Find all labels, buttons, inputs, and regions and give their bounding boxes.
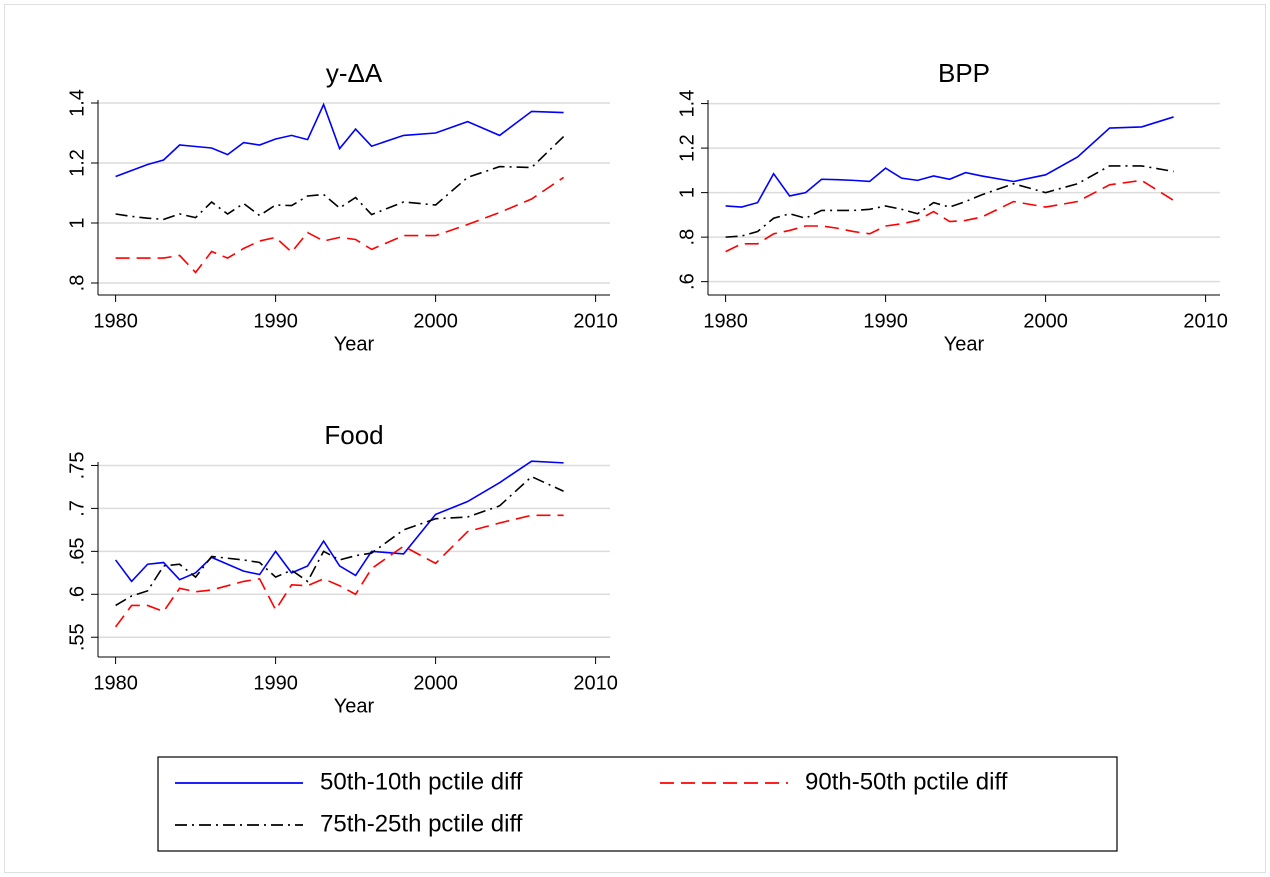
legend-label: 50th-10th pctile diff [320, 768, 523, 795]
x-tick-label: 2010 [1183, 310, 1228, 332]
x-axis-title: Year [944, 333, 985, 355]
y-tick-label: 1 [676, 187, 698, 198]
y-tick-label: 1.2 [66, 149, 88, 177]
y-tick-label: .8 [66, 275, 88, 292]
x-tick-label: 1980 [703, 310, 748, 332]
x-axis-title: Year [334, 333, 375, 355]
legend-label: 90th-50th pctile diff [805, 768, 1008, 795]
y-tick-label: .75 [66, 452, 88, 480]
x-tick-label: 1980 [93, 672, 138, 694]
series-line [725, 179, 1175, 253]
y-tick-label: .65 [66, 537, 88, 565]
y-tick-label: 1.4 [66, 89, 88, 117]
x-tick-label: 1990 [863, 310, 908, 332]
x-tick-label: 1990 [253, 310, 298, 332]
x-tick-label: 1990 [253, 672, 298, 694]
y-tick-label: 1.2 [676, 134, 698, 162]
series-line [725, 116, 1174, 208]
x-tick-label: 1980 [93, 310, 138, 332]
series-line [114, 460, 564, 583]
x-tick-label: 2000 [413, 672, 458, 694]
legend-label: 75th-25th pctile diff [320, 810, 523, 837]
series-line [115, 136, 565, 221]
legend-box [157, 756, 1118, 852]
chart-title: y-ΔA [326, 58, 383, 88]
x-tick-label: 2000 [413, 310, 458, 332]
frame [4, 4, 1266, 873]
y-tick-label: .7 [66, 500, 88, 517]
y-tick-label: 1.4 [676, 90, 698, 118]
chart-title: BPP [938, 58, 990, 88]
y-tick-label: 1 [66, 217, 88, 228]
y-tick-label: .55 [66, 623, 88, 651]
series-line [115, 176, 565, 274]
y-tick-label: .6 [66, 586, 88, 603]
y-tick-label: .6 [676, 273, 698, 290]
x-tick-label: 2000 [1023, 310, 1068, 332]
chart-title: Food [324, 420, 383, 450]
series-line [115, 475, 564, 607]
x-tick-label: 2010 [573, 310, 618, 332]
x-tick-label: 2010 [573, 672, 618, 694]
y-tick-label: .8 [676, 229, 698, 246]
series-line [114, 514, 564, 628]
series-line [725, 165, 1174, 238]
x-axis-title: Year [334, 695, 375, 717]
series-line [115, 102, 564, 178]
